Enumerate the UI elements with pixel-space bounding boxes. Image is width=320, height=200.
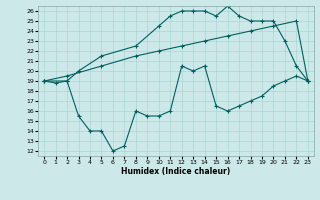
X-axis label: Humidex (Indice chaleur): Humidex (Indice chaleur) [121,167,231,176]
